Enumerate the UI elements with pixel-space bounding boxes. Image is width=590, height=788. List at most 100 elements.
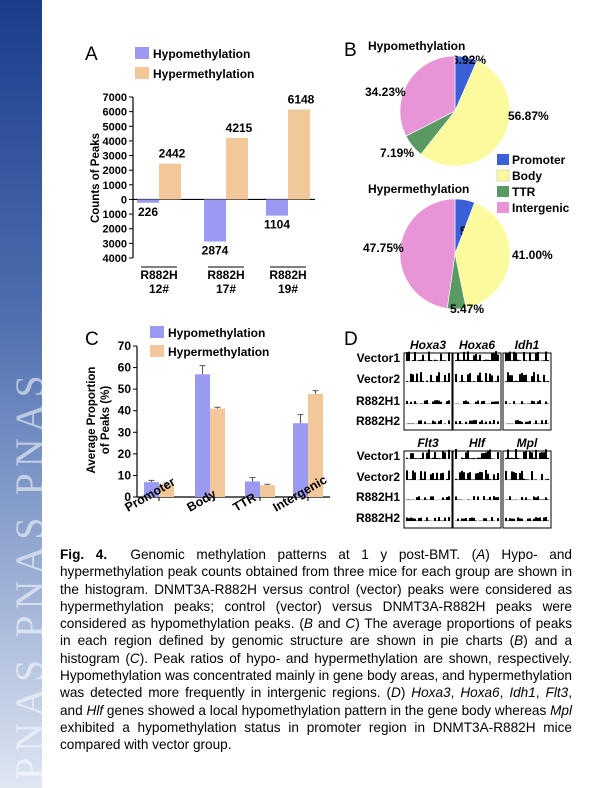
a-category-label-line1: R882H (207, 268, 244, 282)
legend-intergenic-label: Intergenic (512, 201, 570, 215)
panel-a-ylabel: Counts of Peaks (90, 133, 102, 223)
caption-body: Genomic methylation patterns at 1 y post… (60, 547, 572, 752)
legend-body-label: Body (512, 169, 542, 183)
a-y-tick-label: 1000 (103, 209, 127, 221)
a-category-label-line2: 17# (216, 282, 236, 296)
signal-track (455, 517, 499, 521)
caption-segment: C (345, 616, 356, 632)
c-y-tick-label: 20 (118, 447, 132, 461)
gene-track-box (502, 352, 552, 431)
a-y-tick-label: 4000 (103, 253, 127, 265)
a-category-label-line2: 12# (149, 282, 169, 296)
legend-a-hyper-label: Hypermethylation (153, 67, 254, 81)
c-y-tick-label: 50 (118, 382, 132, 396)
gene-label: Idh1 (515, 338, 540, 352)
signal-track (406, 470, 450, 480)
caption-segment: B (303, 616, 313, 632)
caption-segment: exhibited a hypomethylation status in pr… (60, 719, 572, 753)
sample-label: R882H1 (356, 490, 400, 504)
pie-slice-label: 47.75% (363, 241, 404, 255)
pie-slice-label: 7.19% (380, 146, 414, 160)
a-bar-hyper-label: 6148 (288, 92, 315, 106)
panel-c-ylabel-line2: of Peaks (%) (100, 386, 112, 455)
signal-track (406, 517, 450, 521)
panel-a-bars: 2262442R882H12#28744215R882H17#11046148R… (137, 92, 315, 296)
signal-track (455, 351, 499, 361)
caption-segment: , (499, 685, 510, 701)
pie-slice-label: 41.00% (512, 248, 553, 262)
a-bar-hypo (266, 199, 288, 216)
caption-segment: C (129, 650, 140, 666)
c-bar-hyper (308, 393, 323, 497)
panel-a-axis: 7000 6000 5000 4000 3000 2000 1000 0 1000 2000 300… (103, 92, 315, 265)
caption-segment: Flt3 (545, 685, 569, 701)
journal-sidebar: PNAS PNAS PNAS (0, 0, 42, 788)
caption-segment: , (535, 685, 546, 701)
pie-slice-body (454, 202, 511, 309)
signal-track (406, 449, 450, 459)
signal-track (406, 420, 450, 424)
gene-label: Hlf (469, 436, 486, 450)
a-y-tick-label: 3000 (103, 238, 127, 250)
signal-track (406, 351, 450, 361)
caption-segment: D (391, 685, 401, 701)
a-y-tick-label: 5000 (103, 121, 127, 133)
panel-d-tracks: Vector1 Vector1 Vector2 Vector2 R882H1 R882H1… (356, 338, 552, 529)
panel-c-ylabel-line1: Average Proportion (86, 367, 98, 474)
gene-label: Hoxa6 (459, 338, 495, 352)
caption-segment: A (476, 547, 486, 562)
gene-label: Hoxa3 (410, 338, 446, 352)
caption-segment: and (312, 616, 346, 632)
c-y-tick-label: 40 (118, 404, 132, 418)
legend-ttr-swatch (497, 186, 509, 197)
caption-segment: Hoxa6 (460, 685, 500, 701)
caption-segment: Idh1 (509, 685, 536, 701)
a-y-tick-label: 3000 (103, 151, 127, 163)
legend-c-hyper-swatch (150, 345, 164, 357)
a-y-tick-label: 2000 (103, 224, 127, 236)
legend-intergenic-swatch (497, 202, 509, 213)
signal-track (505, 517, 549, 521)
c-bar-hyper (260, 485, 275, 497)
a-y-tick-label: 4000 (103, 136, 127, 148)
panel-b: B Hypomethylation Hypermethylation 6.92%… (344, 39, 570, 316)
signal-track (505, 372, 549, 382)
caption-segment: ) and a histogram ( (60, 633, 572, 666)
panel-c-bars: Promoter Body TTR Intergenic (123, 365, 329, 515)
pie-slice-label: 56.87% (508, 109, 549, 123)
gene-label: Mpl (517, 436, 538, 450)
a-bar-hypo-label: 226 (138, 205, 158, 219)
legend-a-hypo-swatch (135, 47, 149, 59)
signal-track (505, 470, 549, 480)
a-bar-hypo-label: 2874 (202, 244, 229, 258)
a-bar-hyper-label: 2442 (159, 147, 186, 161)
c-bar-hypo (144, 482, 159, 497)
legend-a-hyper-swatch (135, 67, 149, 79)
a-y-tick-label: 6000 (103, 107, 127, 119)
panel-a: A Hypomethylation Hypermethylation Count… (85, 44, 315, 296)
a-bar-hypo (137, 199, 159, 203)
a-category-label-line1: R882H (269, 268, 306, 282)
c-y-tick-label: 0 (124, 490, 131, 504)
legend-c-hypo-swatch (150, 326, 164, 338)
panel-d-letter: D (344, 329, 358, 350)
signal-track (406, 496, 450, 500)
a-y-tick-label: 1000 (103, 180, 127, 192)
figure-caption: Fig. 4. Genomic methylation patterns at … (60, 546, 572, 754)
caption-segment: B (514, 633, 524, 649)
signal-track (406, 400, 450, 404)
sample-label: Vector1 (357, 351, 401, 365)
pie-slice-body (420, 60, 511, 167)
pie-slice-label: 5.47% (450, 302, 484, 316)
gene-track-box (403, 450, 453, 529)
gene-track-box (403, 352, 453, 431)
signal-track (455, 470, 499, 480)
pie-hypo-title: Hypomethylation (368, 39, 465, 53)
sample-label: Vector2 (357, 470, 401, 484)
panel-d: D Vector1 Vector1 Vector2 Vector2 R882H1 R882… (344, 329, 552, 529)
pie-hypermethylation: 5.80%41.00%5.47%47.75% (363, 198, 553, 316)
panel-b-letter: B (344, 40, 357, 61)
c-bar-hypo (293, 423, 308, 497)
caption-segment: ). Peak ratios of hypo- and hypermethyla… (60, 650, 572, 701)
gene-track-box (452, 352, 502, 431)
